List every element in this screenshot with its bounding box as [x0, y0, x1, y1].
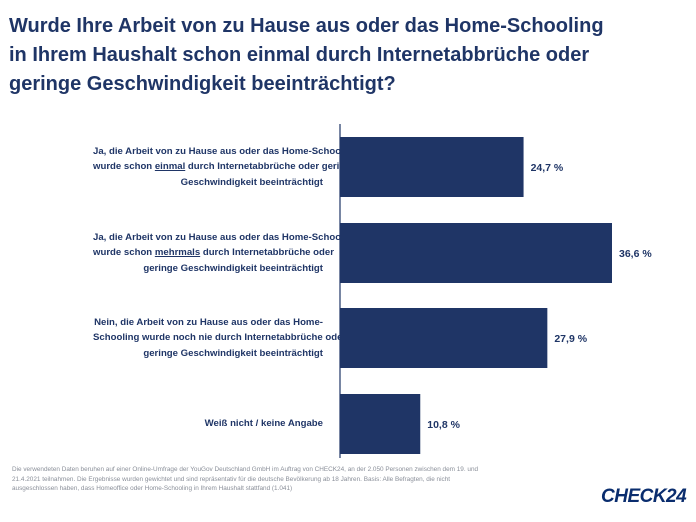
category-label-line: wurde schon einmal durch Internetabbrüch…: [93, 161, 357, 173]
footnote: Die verwendeten Daten beruhen auf einer …: [12, 465, 572, 494]
title-line-2: in Ihrem Haushalt schon einmal durch Int…: [9, 44, 590, 66]
title-line-3: geringe Geschwindigkeit beeinträchtigt?: [9, 73, 396, 95]
category-label-line: Nein, die Arbeit von zu Hause aus oder d…: [94, 316, 323, 328]
title-line-1: Wurde Ihre Arbeit von zu Hause aus oder …: [9, 15, 604, 37]
category-label-2: Ja, die Arbeit von zu Hause aus oder das…: [93, 230, 359, 277]
category-label-line: geringe Geschwindigkeit beeinträchtigt: [143, 262, 323, 274]
bar-2: [340, 223, 612, 283]
footnote-line-1: Die verwendeten Daten beruhen auf einer …: [12, 466, 479, 473]
category-label-line: Ja, die Arbeit von zu Hause aus oder das…: [93, 145, 359, 157]
category-label-line: Schooling wurde noch nie durch Interneta…: [93, 332, 347, 344]
category-label-line: Weiß nicht / keine Angabe: [204, 418, 323, 430]
category-label-3: Nein, die Arbeit von zu Hause aus oder d…: [93, 315, 347, 362]
bar-4: [340, 394, 421, 454]
category-label-line: wurde schon mehrmals durch Internetabbrü…: [93, 247, 334, 259]
value-label-1: 24,7 %: [531, 162, 564, 174]
category-label-line: geringe Geschwindigkeit beeinträchtigt: [143, 347, 323, 359]
chart-title: Wurde Ihre Arbeit von zu Hause aus oder …: [9, 12, 679, 99]
bar-1: [340, 137, 524, 197]
category-label-1: Ja, die Arbeit von zu Hause aus oder das…: [93, 144, 359, 191]
category-label-4: Weiß nicht / keine Angabe: [93, 416, 323, 432]
category-label-line: Geschwindigkeit beeinträchtigt: [180, 176, 323, 188]
footnote-line-3: ausgeschlossen haben, dass Homeoffice od…: [12, 485, 293, 493]
value-label-2: 36,6 %: [619, 248, 652, 260]
value-label-3: 27,9 %: [554, 333, 587, 345]
value-label-4: 10,8 %: [427, 419, 460, 431]
category-label-line: Ja, die Arbeit von zu Hause aus oder das…: [93, 231, 359, 243]
bar-3: [340, 308, 548, 368]
check24-logo: CHECK24: [601, 486, 687, 507]
footnote-line-2: 21.4.2021 teilnahmen. Die Ergebnisse wur…: [12, 475, 451, 483]
